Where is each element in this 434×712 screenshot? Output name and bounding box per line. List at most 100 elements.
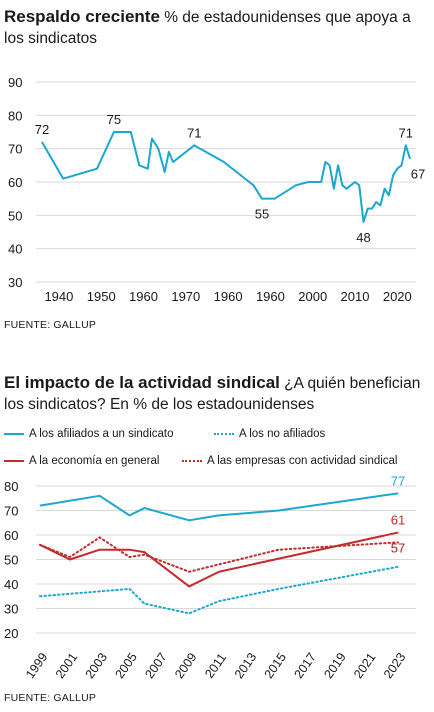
chart1-title: Respaldo creciente % de estadounidenses … bbox=[4, 6, 430, 49]
y-tick-label: 50 bbox=[4, 553, 18, 568]
x-tick-label: 1960 bbox=[129, 289, 158, 304]
legend-item-non-affiliated: A los no afiliados bbox=[214, 428, 325, 440]
value-label: 48 bbox=[356, 230, 370, 245]
data-point bbox=[96, 168, 98, 170]
support-line bbox=[41, 131, 411, 223]
legend-item-affiliated: A los afiliados a un sindicato bbox=[4, 428, 173, 440]
data-point bbox=[341, 184, 343, 186]
data-point bbox=[143, 603, 145, 605]
data-point bbox=[261, 198, 263, 200]
data-point bbox=[392, 174, 394, 176]
data-point bbox=[151, 138, 153, 140]
value-label: 72 bbox=[35, 122, 49, 137]
data-point bbox=[62, 178, 64, 180]
x-tick-label: 1999 bbox=[23, 650, 50, 681]
data-point bbox=[143, 507, 145, 509]
chart2-subtitle: ¿A quién benefician los sindicatos? En %… bbox=[4, 375, 421, 413]
data-point bbox=[130, 131, 132, 133]
x-tick-label: 2023 bbox=[381, 650, 408, 681]
data-point bbox=[193, 144, 195, 146]
data-point bbox=[388, 194, 390, 196]
data-point bbox=[252, 184, 254, 186]
data-point bbox=[218, 563, 220, 565]
data-point bbox=[346, 188, 348, 190]
data-point bbox=[155, 144, 157, 146]
data-point bbox=[188, 585, 190, 587]
x-tick-label: 2011 bbox=[202, 651, 229, 681]
x-tick-label: 1960 bbox=[214, 289, 243, 304]
data-point bbox=[129, 588, 130, 590]
data-point bbox=[350, 184, 352, 186]
x-tick-label: 2015 bbox=[262, 650, 289, 681]
x-tick-label: 2013 bbox=[232, 650, 259, 681]
chart1-title-bold: Respaldo creciente bbox=[4, 7, 160, 26]
data-point bbox=[188, 612, 190, 614]
data-point bbox=[157, 148, 159, 150]
x-tick-label: 2003 bbox=[83, 650, 110, 681]
y-tick-label: 40 bbox=[8, 242, 22, 257]
data-point bbox=[172, 161, 174, 163]
x-tick-label: 2019 bbox=[321, 650, 348, 681]
data-point bbox=[168, 151, 170, 153]
data-point bbox=[143, 551, 145, 553]
data-point bbox=[401, 164, 403, 166]
y-tick-label: 70 bbox=[4, 504, 18, 519]
value-label: 55 bbox=[255, 207, 269, 222]
data-point bbox=[274, 198, 276, 200]
data-point bbox=[41, 141, 43, 143]
chart1-subtitle: % de estadounidenses que apoya a los sin… bbox=[4, 9, 411, 47]
chart2-source: FUENTE: GALLUP bbox=[4, 692, 97, 704]
y-tick-label: 50 bbox=[8, 208, 22, 223]
data-point bbox=[367, 208, 369, 210]
value-label: 75 bbox=[107, 112, 121, 127]
data-point bbox=[248, 181, 250, 183]
data-point bbox=[147, 168, 149, 170]
chart1-source: FUENTE: GALLUP bbox=[4, 319, 97, 331]
legend-swatch bbox=[182, 460, 202, 462]
x-tick-label: 2020 bbox=[383, 289, 412, 304]
chart2-legend: A los afiliados a un sindicato A los no … bbox=[4, 424, 430, 468]
value-label: 71 bbox=[187, 125, 201, 140]
data-point bbox=[320, 181, 322, 183]
x-tick-label: 1960 bbox=[256, 289, 285, 304]
data-point bbox=[99, 590, 101, 592]
data-point bbox=[218, 514, 220, 516]
data-point bbox=[218, 571, 220, 573]
end-value-label: 77 bbox=[391, 473, 405, 488]
x-tick-label: 2017 bbox=[292, 650, 319, 681]
data-point bbox=[129, 556, 130, 558]
y-tick-label: 80 bbox=[4, 479, 18, 494]
data-point bbox=[143, 554, 145, 556]
value-label: 67 bbox=[411, 167, 425, 182]
value-label: 71 bbox=[399, 125, 413, 140]
x-tick-label: 2001 bbox=[53, 650, 80, 681]
data-point bbox=[358, 184, 360, 186]
data-point bbox=[129, 549, 130, 551]
data-point bbox=[354, 181, 356, 183]
series-line-0 bbox=[39, 492, 399, 522]
data-point bbox=[39, 544, 41, 546]
y-tick-label: 60 bbox=[8, 175, 22, 190]
x-tick-label: 1950 bbox=[87, 289, 116, 304]
x-tick-label: 2010 bbox=[341, 289, 370, 304]
data-point bbox=[218, 600, 220, 602]
data-point bbox=[397, 541, 399, 543]
data-point bbox=[379, 204, 381, 206]
series-line-2 bbox=[39, 531, 399, 588]
y-tick-label: 30 bbox=[4, 602, 18, 617]
y-tick-label: 20 bbox=[4, 626, 18, 641]
legend-label: A las empresas con actividad sindical bbox=[207, 455, 398, 467]
y-tick-label: 60 bbox=[4, 528, 18, 543]
legend-label: A los afiliados a un sindicato bbox=[29, 428, 174, 440]
data-point bbox=[129, 514, 130, 516]
end-value-label: 57 bbox=[391, 540, 405, 555]
data-point bbox=[397, 566, 399, 568]
data-point bbox=[409, 158, 411, 160]
data-point bbox=[69, 556, 71, 558]
data-point bbox=[69, 559, 71, 560]
data-point bbox=[396, 168, 398, 170]
x-tick-label: 2021 bbox=[351, 650, 378, 681]
data-point bbox=[39, 505, 41, 507]
data-point bbox=[223, 161, 225, 163]
data-point bbox=[371, 208, 373, 210]
